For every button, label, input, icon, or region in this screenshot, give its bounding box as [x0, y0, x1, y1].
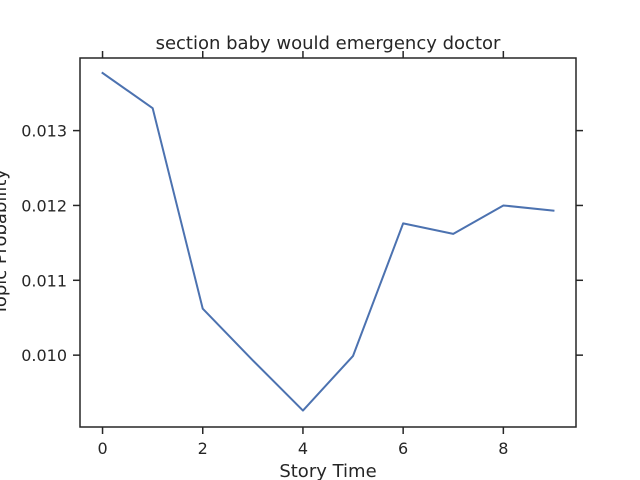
x-tick-label: 8	[498, 439, 508, 458]
y-axis-ticks: 0.010 0.011 0.012 0.013	[21, 122, 583, 365]
y-tick-label: 0.013	[21, 122, 67, 141]
y-tick-label: 0.011	[21, 271, 67, 290]
x-tick-label: 2	[198, 439, 208, 458]
series-layer	[101, 71, 555, 412]
x-tick-label: 6	[398, 439, 408, 458]
series-line	[101, 71, 555, 412]
x-tick-label: 4	[298, 439, 308, 458]
y-axis-label: Topic Probability	[0, 169, 11, 316]
chart-title: section baby would emergency doctor	[156, 33, 501, 54]
y-tick-label: 0.010	[21, 346, 67, 365]
plot-area-frame	[79, 57, 577, 428]
x-axis-label: Story Time	[279, 461, 376, 480]
y-tick-label: 0.012	[21, 196, 67, 215]
x-tick-label: 0	[97, 439, 107, 458]
x-axis-ticks: 0 2 4 6 8	[97, 51, 508, 458]
